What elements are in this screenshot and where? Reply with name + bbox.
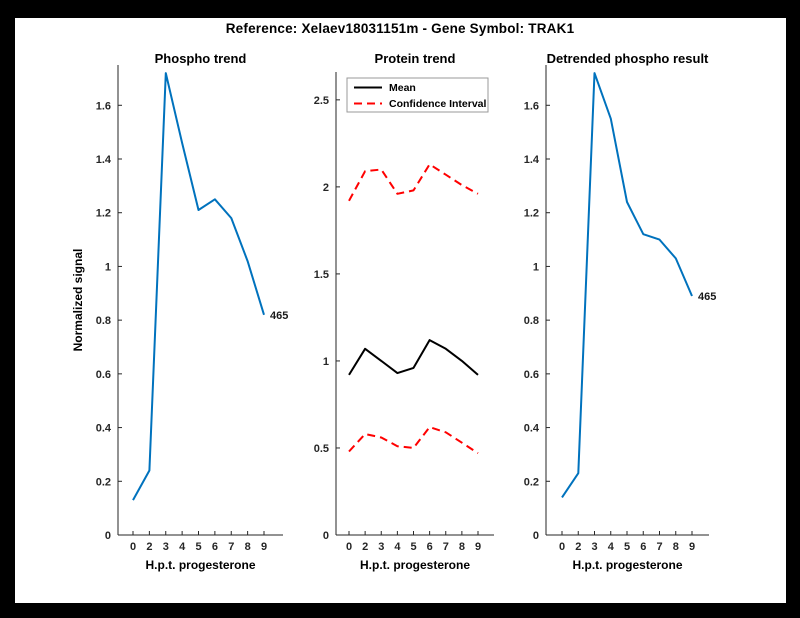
y-tick-label: 1.2 (524, 208, 539, 220)
y-tick-label: 2 (323, 182, 329, 194)
x-tick-label: 8 (245, 541, 251, 553)
x-tick-label: 9 (475, 541, 481, 553)
y-tick-label: 0.8 (524, 315, 539, 327)
axes-phospho-trend (117, 65, 283, 536)
x-tick-label: 6 (427, 541, 433, 553)
x-axis-label: H.p.t. progesterone (360, 558, 470, 572)
y-tick-label: 1.2 (96, 208, 111, 220)
figure-title: Reference: Xelaev18031151m - Gene Symbol… (225, 21, 575, 36)
legend: Mean Confidence Interval (346, 77, 489, 113)
x-tick-label: 4 (394, 541, 401, 553)
series-line (348, 163, 479, 202)
axes-detrended-phospho-result (545, 65, 709, 536)
series-line (348, 339, 479, 376)
legend-entry-label: Confidence Interval (389, 98, 487, 110)
x-tick-label: 7 (228, 541, 234, 553)
y-tick-label: 0.2 (524, 476, 539, 488)
y-tick-label: 0 (105, 530, 111, 542)
subplot-phospho-trend: 00.20.40.60.811.21.41.60 2 3 4 5 6 7 8 9Phospho … (71, 51, 288, 572)
x-tick-label: 4 (608, 541, 615, 553)
figure-canvas (15, 18, 786, 603)
subplot-title-detrended-phospho-result: Detrended phospho result (547, 51, 709, 66)
endpoint-annotation: 465 (270, 310, 288, 322)
y-axis-label: Normalized signal (71, 249, 85, 352)
x-tick-label: 9 (261, 541, 267, 553)
subplot-title-phospho-trend: Phospho trend (155, 51, 247, 66)
y-tick-label: 1 (323, 356, 329, 368)
x-tick-label: 5 (624, 541, 630, 553)
x-axis-label: H.p.t. progesterone (572, 558, 682, 572)
x-tick-label: 3 (378, 541, 384, 553)
x-tick-label: 0 (130, 541, 136, 553)
subplot-detrended-phospho-result: 00.20.40.60.811.21.41.60 2 3 4 5 6 7 8 9Detrende… (524, 51, 717, 572)
x-tick-label: 6 (212, 541, 218, 553)
y-tick-label: 0.8 (96, 315, 111, 327)
x-tick-label: 5 (410, 541, 416, 553)
y-tick-label: 1.5 (314, 269, 329, 281)
y-tick-label: 0.2 (96, 476, 111, 488)
y-tick-label: 1.4 (524, 154, 540, 166)
y-tick-label: 1.6 (96, 100, 111, 112)
x-tick-label: 8 (673, 541, 679, 553)
endpoint-annotation: 465 (698, 291, 716, 303)
y-tick-label: 0 (533, 530, 539, 542)
x-tick-label: 2 (146, 541, 152, 553)
y-tick-label: 1.6 (524, 100, 539, 112)
y-tick-label: 0.6 (96, 369, 111, 381)
x-tick-label: 3 (591, 541, 597, 553)
y-tick-label: 0.6 (524, 369, 539, 381)
series-line (348, 426, 479, 455)
y-tick-label: 0.5 (314, 443, 329, 455)
x-tick-label: 3 (163, 541, 169, 553)
y-tick-label: 0 (323, 530, 329, 542)
x-tick-label: 4 (179, 541, 186, 553)
x-tick-label: 6 (640, 541, 646, 553)
y-tick-label: 1.4 (96, 154, 112, 166)
x-tick-label: 0 (346, 541, 352, 553)
x-tick-label: 2 (362, 541, 368, 553)
x-tick-label: 7 (443, 541, 449, 553)
x-tick-label: 8 (459, 541, 465, 553)
series-line (132, 72, 265, 501)
axes-protein-trend (335, 72, 494, 536)
series-line (561, 72, 693, 498)
x-tick-label: 7 (656, 541, 662, 553)
x-tick-label: 2 (575, 541, 581, 553)
subplot-title-protein-trend: Protein trend (375, 51, 456, 66)
x-tick-label: 0 (559, 541, 565, 553)
y-tick-label: 1 (533, 261, 539, 273)
y-tick-label: 0.4 (524, 423, 540, 435)
x-tick-label: 9 (689, 541, 695, 553)
y-tick-label: 2.5 (314, 95, 329, 107)
x-tick-label: 5 (195, 541, 201, 553)
x-axis-label: H.p.t. progesterone (145, 558, 255, 572)
legend-entry-label: Mean (389, 82, 416, 94)
y-tick-label: 0.4 (96, 423, 112, 435)
y-tick-label: 1 (105, 261, 111, 273)
